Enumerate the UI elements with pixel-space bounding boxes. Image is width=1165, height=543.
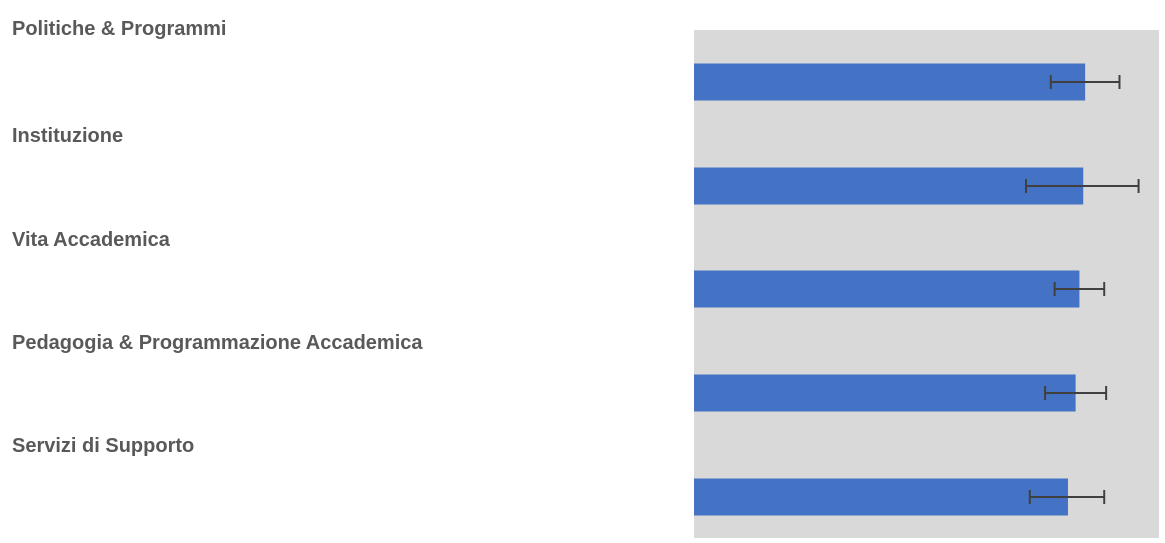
category-label-vita-accademica: Vita Accademica — [12, 229, 170, 251]
category-label-instituzione: Instituzione — [12, 125, 124, 147]
bar-3 — [694, 270, 1080, 308]
error-bars-group — [1024, 75, 1140, 504]
category-label-pedagogia-programmazione: Pedagogia & Programmazione Accademica — [12, 332, 423, 354]
bar-2 — [694, 167, 1084, 205]
bar-1 — [694, 63, 1086, 101]
bar-4 — [694, 374, 1076, 412]
bar-5 — [694, 478, 1068, 516]
bars-group — [694, 63, 1086, 516]
error-bar-1 — [1049, 75, 1121, 89]
error-bar-5 — [1028, 490, 1106, 504]
category-label-politiche-programmi: Politiche & Programmi — [12, 18, 227, 40]
error-bar-3 — [1053, 282, 1106, 296]
error-bar-2 — [1024, 179, 1140, 193]
error-bar-4 — [1044, 386, 1108, 400]
category-label-servizi-supporto: Servizi di Supporto — [12, 435, 195, 457]
